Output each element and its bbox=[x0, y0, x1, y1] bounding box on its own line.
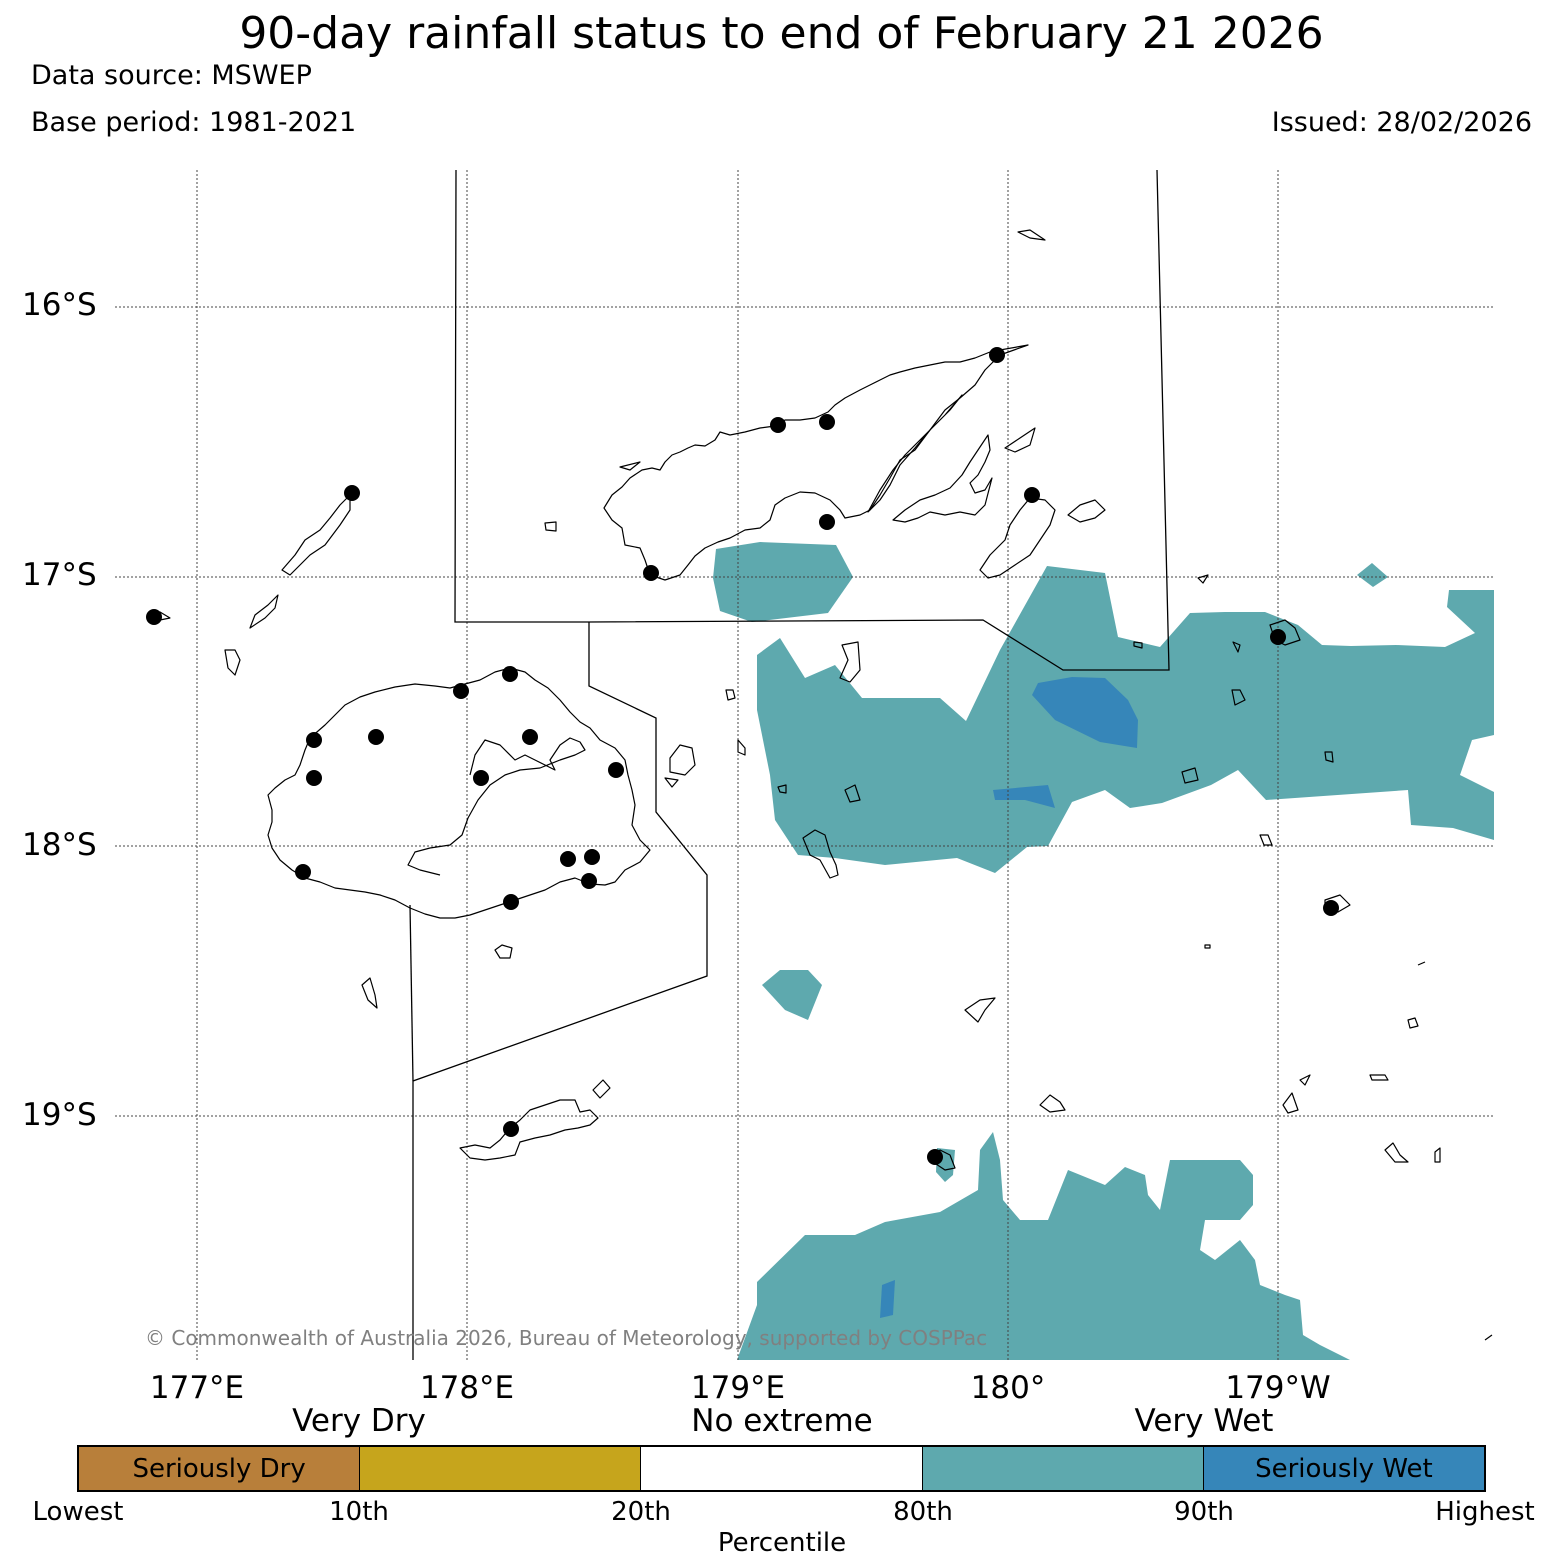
lat-label-16s: 16°S bbox=[22, 287, 97, 323]
map-title: 90-day rainfall status to end of Februar… bbox=[239, 8, 1324, 59]
legend-category-very-dry: Very Dry bbox=[292, 1403, 426, 1439]
division-boundaries bbox=[409, 170, 1170, 1360]
coastlines bbox=[147, 229, 1493, 1341]
legend-seg-no-extreme bbox=[641, 1447, 923, 1490]
lat-label-17s: 17°S bbox=[22, 557, 97, 593]
lat-label-19s: 19°S bbox=[22, 1097, 97, 1133]
legend-seg-very-dry bbox=[360, 1447, 642, 1490]
percentile-highest: Highest bbox=[1435, 1497, 1535, 1527]
legend-seg-seriously-wet: Seriously Wet bbox=[1203, 1447, 1485, 1490]
lon-label-180: 180° bbox=[970, 1370, 1046, 1406]
legend-category-very-wet: Very Wet bbox=[1134, 1403, 1274, 1439]
very-wet-regions bbox=[713, 542, 1494, 1360]
lon-label-179w: 179°W bbox=[1225, 1370, 1331, 1406]
issued-date-label: Issued: 28/02/2026 bbox=[1271, 107, 1532, 138]
lon-label-178e: 178°E bbox=[419, 1370, 515, 1406]
data-source-label: Data source: MSWEP bbox=[31, 60, 312, 91]
lat-label-18s: 18°S bbox=[22, 827, 97, 863]
percentile-legend: Seriously Dry Seriously Wet bbox=[77, 1445, 1486, 1492]
legend-seg-very-wet bbox=[922, 1447, 1204, 1490]
base-period-label: Base period: 1981-2021 bbox=[31, 107, 357, 138]
percentile-20th: 20th bbox=[611, 1497, 671, 1527]
percentile-80th: 80th bbox=[893, 1497, 953, 1527]
lon-label-179e: 179°E bbox=[690, 1370, 786, 1406]
percentile-lowest: Lowest bbox=[32, 1497, 124, 1527]
station-markers bbox=[146, 347, 1339, 1165]
graticule bbox=[115, 170, 1494, 1360]
percentile-10th: 10th bbox=[329, 1497, 389, 1527]
legend-seg-seriously-dry: Seriously Dry bbox=[79, 1447, 361, 1490]
percentile-axis-title: Percentile bbox=[717, 1528, 847, 1558]
seriously-wet-regions bbox=[880, 677, 1138, 1318]
legend-category-no-extreme: No extreme bbox=[691, 1403, 873, 1439]
copyright-notice: © Commonwealth of Australia 2026, Bureau… bbox=[145, 1326, 988, 1350]
lon-label-177e: 177°E bbox=[149, 1370, 245, 1406]
percentile-90th: 90th bbox=[1174, 1497, 1234, 1527]
